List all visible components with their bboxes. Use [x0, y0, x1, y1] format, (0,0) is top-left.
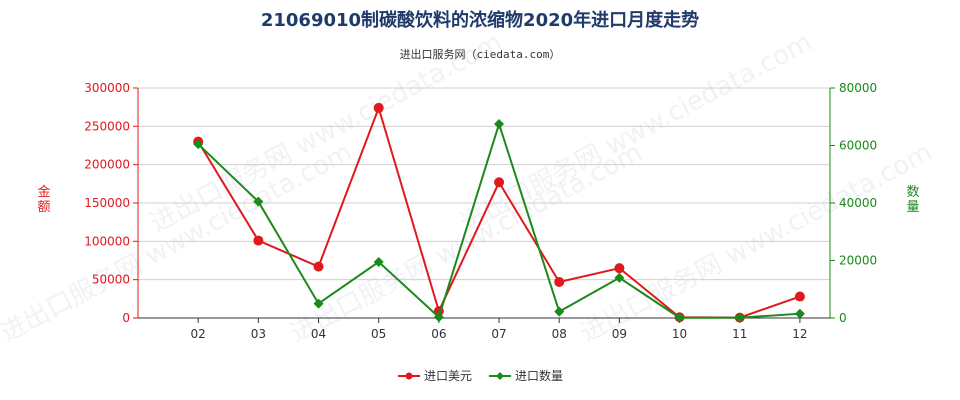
series-1-point	[433, 312, 444, 323]
x-tick-label: 12	[792, 327, 807, 341]
series-0-point	[373, 102, 384, 113]
series-1-point	[794, 308, 805, 319]
series-1-point	[494, 118, 505, 129]
left-tick-label: 0	[122, 311, 130, 325]
x-tick-label: 06	[431, 327, 446, 341]
y-left-title: 金额	[37, 184, 50, 215]
chart-title: 21069010制碳酸饮料的浓缩物2020年进口月度走势	[261, 9, 699, 31]
y-right-title: 数量	[906, 185, 919, 215]
series-0-point	[614, 263, 625, 274]
x-tick-label: 04	[311, 327, 326, 341]
series-0-point	[494, 177, 505, 188]
series-1-point	[674, 312, 685, 323]
series-0-point	[313, 261, 324, 272]
series	[193, 102, 805, 323]
legend: 进口美元 进口数量	[398, 368, 563, 383]
series-1-point	[253, 196, 264, 207]
series-1-point	[554, 306, 565, 317]
legend-0-marker	[405, 372, 413, 380]
chart-subtitle: 进出口服务网（ciedata.com）	[400, 47, 561, 61]
right-tick-label: 80000	[839, 81, 877, 95]
right-tick-label: 20000	[839, 254, 877, 268]
left-tick-label: 250000	[84, 119, 130, 133]
series-1-point	[313, 298, 324, 309]
left-tick-label: 100000	[84, 234, 130, 248]
right-tick-label: 60000	[839, 139, 877, 153]
right-tick-label: 0	[839, 311, 847, 325]
x-tick-label: 07	[491, 327, 506, 341]
x-tick-label: 09	[612, 327, 627, 341]
legend-1-marker	[496, 372, 504, 380]
left-tick-label: 200000	[84, 158, 130, 172]
legend-0-label: 进口美元	[424, 369, 472, 383]
x-tick-label: 10	[672, 327, 687, 341]
series-1-point	[373, 256, 384, 267]
x-tick-label: 11	[732, 327, 747, 341]
axes: 0500001000001500002000002500003000000200…	[37, 81, 919, 341]
x-tick-label: 03	[251, 327, 266, 341]
left-tick-label: 300000	[84, 81, 130, 95]
right-tick-label: 40000	[839, 196, 877, 210]
grid	[138, 87, 830, 319]
series-1-point	[614, 272, 625, 283]
x-tick-label: 08	[552, 327, 567, 341]
series-0-point	[794, 291, 805, 302]
x-tick-label: 05	[371, 327, 386, 341]
x-tick-label: 02	[191, 327, 206, 341]
series-1-point	[734, 312, 745, 323]
left-tick-label: 50000	[92, 273, 130, 287]
left-tick-label: 150000	[84, 196, 130, 210]
series-0-point	[253, 235, 264, 246]
series-0-point	[554, 276, 565, 287]
series-1-point	[193, 139, 204, 150]
legend-1-label: 进口数量	[515, 368, 563, 383]
